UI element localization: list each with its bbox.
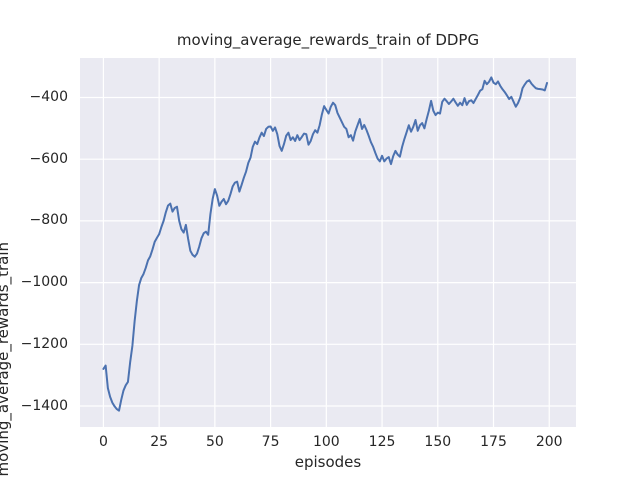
x-tick-label-150: 150 (424, 434, 452, 450)
x-tick-label-25: 25 (150, 434, 169, 450)
y-tick-label--600: −600 (29, 150, 68, 167)
x-tick-label-100: 100 (312, 434, 340, 450)
x-tick-label-0: 0 (98, 434, 108, 450)
y-tick-label--800: −800 (29, 212, 68, 229)
x-tick-label-175: 175 (480, 434, 507, 450)
x-tick-label-50: 50 (205, 434, 224, 450)
x-axis-label: episodes (294, 453, 362, 471)
data-series (102, 76, 549, 412)
y-tick-label--400: −400 (29, 89, 68, 106)
data-line-moving_average_rewards_train (102, 76, 549, 412)
y-tick-label--1200: −1200 (20, 335, 68, 352)
x-tick-label-75: 75 (261, 434, 280, 450)
plot-area (80, 57, 576, 428)
y-tick-label--1000: −1000 (20, 274, 68, 291)
x-tick-label-200: 200 (535, 434, 563, 450)
x-tick-label-125: 125 (368, 434, 396, 450)
y-axis-label-text: moving_average_rewards_train (0, 241, 12, 477)
plot-canvas (80, 57, 576, 428)
chart-title: moving_average_rewards_train of DDPG (176, 31, 480, 49)
y-tick-label--1400: −1400 (20, 397, 68, 414)
